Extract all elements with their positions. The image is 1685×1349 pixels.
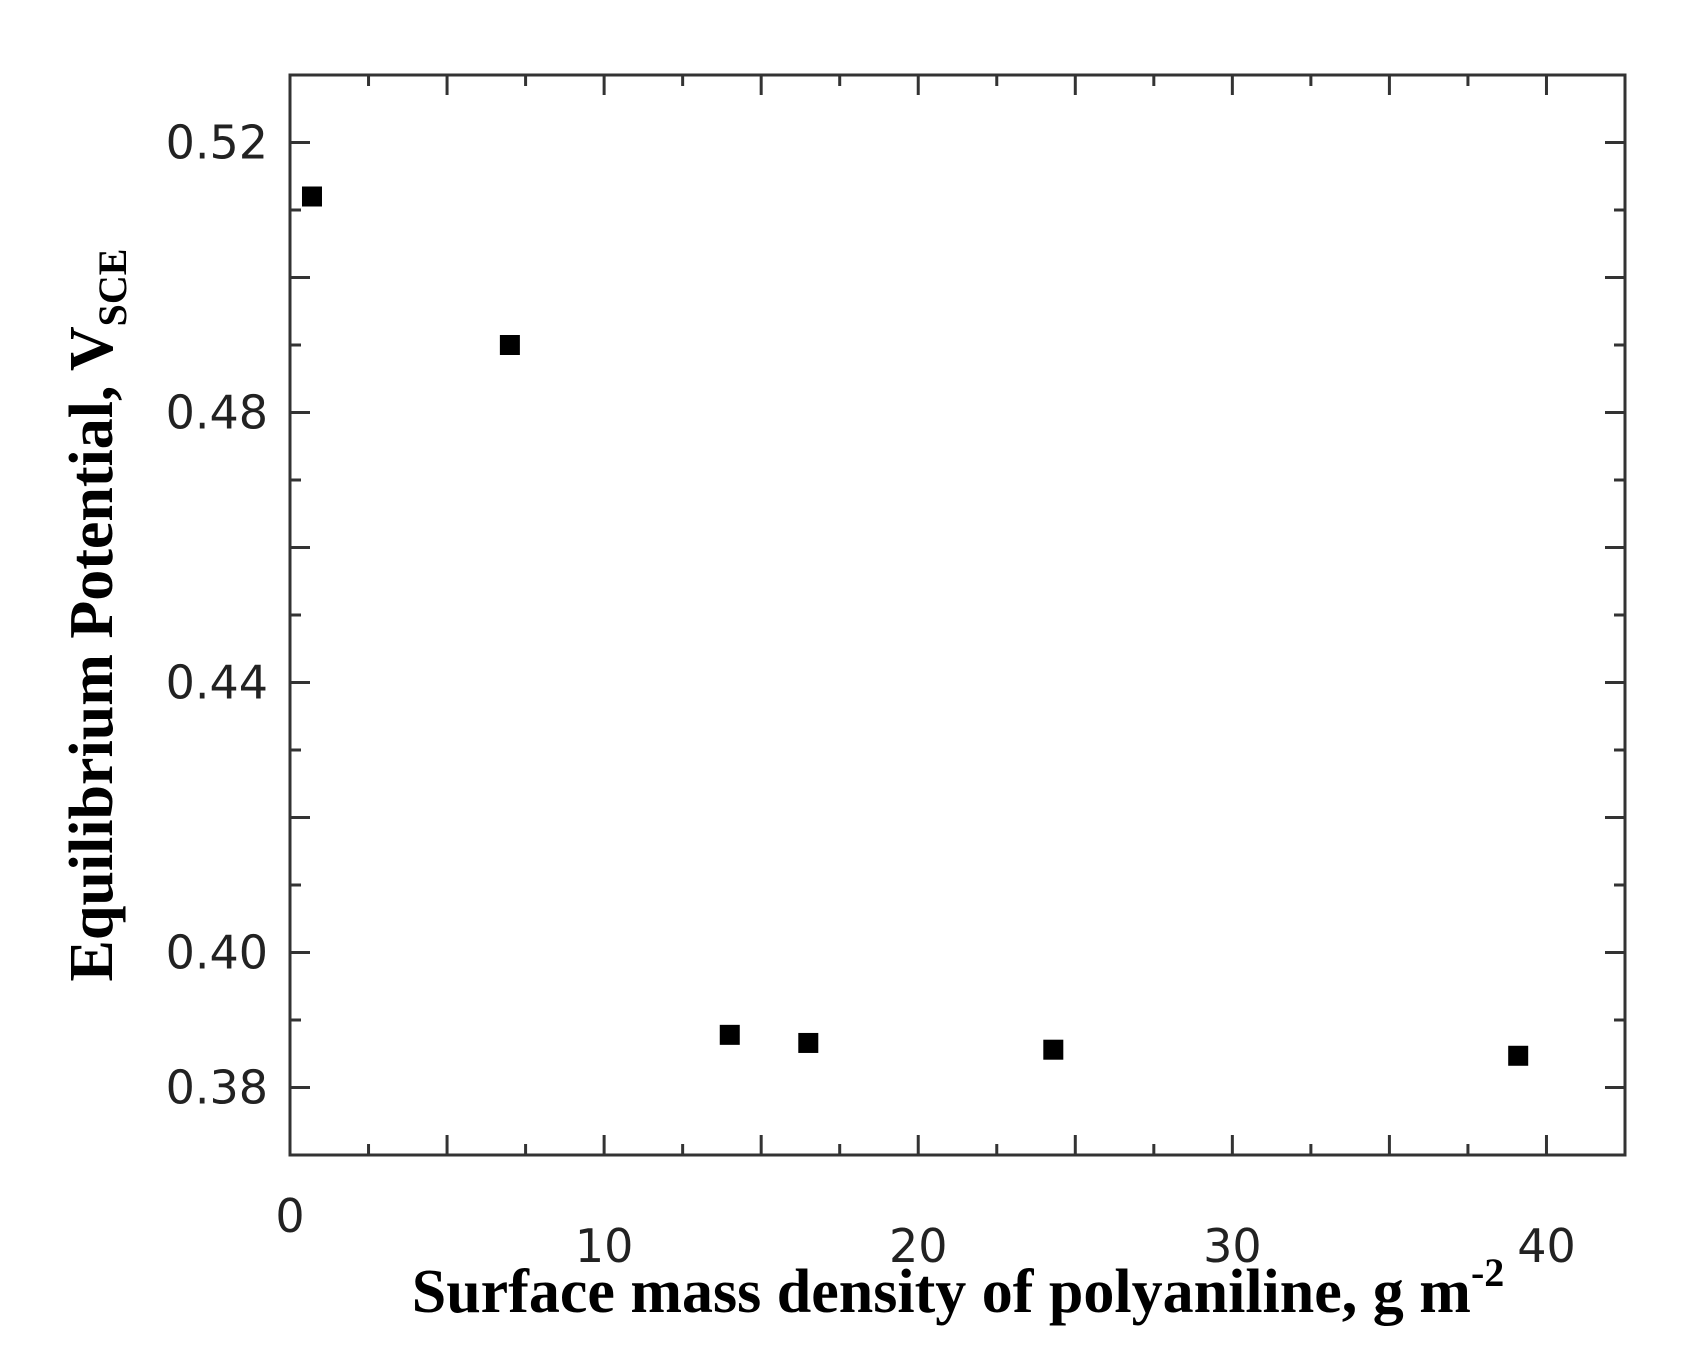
y-axis-title: Equilibrium Potential, VSCE <box>58 249 135 982</box>
axis-ticks <box>288 73 1627 1157</box>
y-tick-label: 0.40 <box>166 926 268 980</box>
data-points <box>301 186 1529 1066</box>
x-axis-title-main: Surface mass density of polyaniline, g m <box>412 1258 1471 1326</box>
x-axis-title: Surface mass density of polyaniline, g m… <box>412 1250 1505 1326</box>
data-point <box>301 186 322 207</box>
y-axis-title-main: Equilibrium Potential, V <box>58 326 126 981</box>
data-point <box>1043 1039 1064 1060</box>
tick-labels: 0 10 20 30 40 0.38 0.40 0.44 0.48 0.52 <box>166 116 1576 1274</box>
data-point <box>719 1024 740 1045</box>
x-tick-label: 30 <box>1203 1219 1262 1273</box>
x-tick-label: 20 <box>889 1219 948 1273</box>
x-axis-title-superscript: -2 <box>1471 1250 1504 1295</box>
y-tick-label: 0.52 <box>166 116 268 170</box>
data-point <box>798 1032 819 1053</box>
data-point <box>499 335 520 355</box>
x-tick-label: 40 <box>1517 1219 1576 1273</box>
y-axis-title-subscript: SCE <box>90 249 135 327</box>
x-tick-label: 10 <box>575 1219 634 1273</box>
y-tick-label: 0.48 <box>166 386 268 440</box>
y-tick-label: 0.38 <box>166 1061 268 1115</box>
y-tick-label: 0.44 <box>166 656 268 710</box>
x-tick-label: 0 <box>275 1189 304 1243</box>
data-point <box>1508 1045 1529 1066</box>
plot-frame <box>288 73 1627 1157</box>
